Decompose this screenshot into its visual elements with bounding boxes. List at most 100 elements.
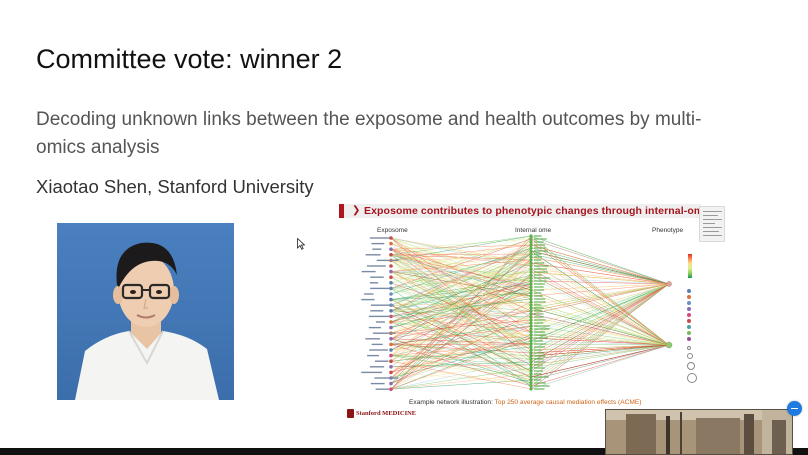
internal-ome-node-label [534, 253, 542, 255]
network-edge [530, 244, 670, 285]
internal-ome-node [529, 279, 533, 283]
exposome-node [389, 281, 393, 285]
internal-ome-node-label [534, 331, 546, 333]
network-edge [390, 358, 532, 390]
network-edge [530, 328, 670, 346]
exposome-node-label [372, 332, 396, 334]
internal-ome-node-label [534, 388, 545, 390]
network-edge [390, 262, 532, 390]
internal-ome-node-label [534, 280, 547, 282]
network-edge [530, 283, 670, 327]
internal-ome-node-label [534, 337, 548, 339]
network-edge [390, 283, 532, 300]
internal-ome-node-label [534, 250, 549, 252]
network-edge [390, 280, 532, 323]
network-edge [390, 237, 532, 264]
exposome-node [389, 264, 393, 268]
stanford-seal-icon [347, 408, 354, 418]
network-edge [530, 256, 670, 285]
internal-ome-node-label [534, 259, 542, 261]
stanford-medicine-logo: Stanford MEDICINE [347, 408, 416, 418]
exposome-node [389, 314, 393, 319]
internal-ome-node-label [534, 319, 546, 321]
network-edge [390, 244, 532, 312]
internal-ome-node [529, 285, 533, 289]
network-edge [390, 250, 532, 289]
internal-ome-node-label [534, 298, 546, 300]
internal-ome-node [529, 276, 533, 280]
network-edge [390, 344, 532, 387]
exposome-node-label [374, 360, 389, 362]
webcam-video-overlay[interactable] [605, 409, 793, 455]
network-edge [530, 268, 670, 285]
internal-ome-node [529, 366, 533, 370]
internal-ome-node-label [534, 328, 550, 330]
network-edge [390, 321, 532, 378]
network-edge [390, 280, 532, 312]
internal-ome-node [529, 339, 533, 343]
network-edge [390, 247, 532, 317]
exposome-node-label [367, 354, 380, 357]
exposome-node [389, 359, 393, 363]
exposome-node [389, 241, 393, 246]
internal-ome-node [529, 300, 533, 304]
internal-ome-node-label [534, 316, 544, 318]
internal-ome-node-label [534, 352, 545, 354]
exposome-node-label [364, 293, 374, 295]
internal-ome-node-label [534, 361, 546, 363]
exposome-node-label [371, 242, 385, 245]
network-edge [530, 280, 670, 285]
network-edge [390, 268, 532, 323]
exposome-node-label [365, 254, 381, 256]
exposome-node-label [376, 259, 399, 262]
network-figure: ❯ Exposome contributes to phenotypic cha… [339, 204, 727, 420]
internal-ome-node [529, 303, 533, 307]
internal-ome-node [529, 357, 533, 361]
network-edge [390, 343, 532, 356]
network-edge [390, 274, 532, 390]
exposome-node-label [361, 298, 375, 301]
chevron-right-icon: ❯ [352, 205, 361, 216]
internal-ome-node [529, 378, 533, 382]
network-edge [390, 307, 532, 373]
network-edge [530, 262, 670, 285]
exposome-node [389, 381, 393, 386]
exposome-node [389, 297, 393, 302]
network-edge [390, 253, 532, 256]
network-edge [390, 283, 532, 351]
internal-ome-node-label [534, 286, 544, 288]
exposome-node [389, 353, 393, 358]
exposome-node [389, 247, 393, 251]
network-edge [390, 301, 532, 312]
network-edge [390, 361, 532, 368]
network-edge [530, 280, 670, 346]
network-edge [530, 344, 670, 381]
exposome-node [389, 342, 393, 347]
internal-ome-node-label [534, 274, 543, 276]
internal-ome-node-label [534, 268, 548, 270]
internal-ome-node [529, 351, 533, 355]
network-edge [530, 271, 670, 346]
internal-ome-node-label [534, 376, 549, 378]
network-edge [530, 344, 670, 390]
internal-ome-node [529, 249, 533, 253]
network-edge [390, 332, 532, 339]
exposome-node-label [370, 304, 394, 306]
internal-ome-node-label [534, 262, 545, 264]
internal-ome-node-label [534, 346, 545, 348]
internal-ome-node [529, 273, 533, 277]
column-label-internal-ome: Internal ome [515, 227, 552, 234]
internal-ome-node-label [534, 379, 542, 381]
network-edge [530, 283, 670, 363]
network-edge [530, 304, 670, 346]
exposome-node-label [375, 388, 390, 390]
network-edge [390, 254, 532, 282]
network-edge [530, 334, 670, 346]
minimize-button[interactable] [787, 401, 802, 416]
network-edge [530, 283, 670, 360]
internal-ome-node-label [534, 247, 546, 249]
internal-ome-node-label [534, 370, 543, 372]
internal-ome-node-label [534, 343, 546, 345]
network-edge [390, 248, 532, 306]
internal-ome-node [529, 324, 533, 328]
